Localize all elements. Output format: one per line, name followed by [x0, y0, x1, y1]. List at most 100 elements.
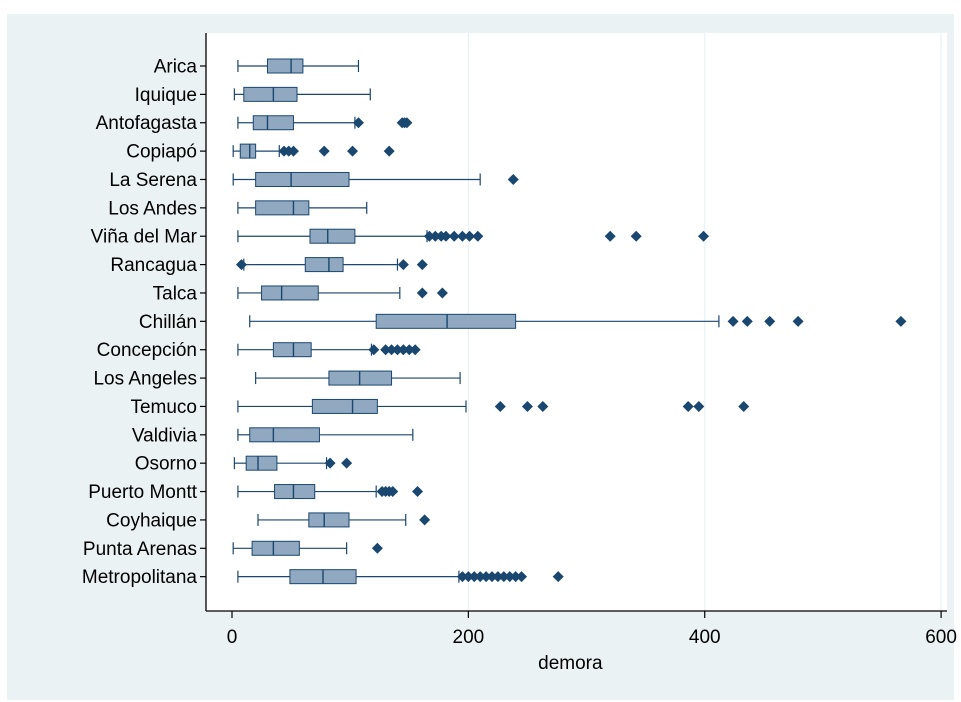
x-axis-title: demora [538, 653, 603, 674]
x-tick-labels: 0 200 400 600 [227, 627, 957, 648]
outlier-point [235, 259, 247, 271]
box-vi-a-del-mar [237, 228, 710, 244]
y-tick-label: Chillán [139, 312, 197, 333]
iqr-box [249, 427, 320, 443]
y-tick-label: Osorno [135, 454, 197, 475]
y-tick-label: Talca [153, 283, 198, 304]
outlier-point [682, 400, 694, 412]
outlier-point [371, 542, 383, 554]
y-tick-label: Arica [154, 57, 198, 78]
outlier-point [480, 571, 492, 583]
y-tick-label: Copiapó [126, 142, 197, 163]
iqr-box [311, 398, 378, 414]
iqr-box [266, 58, 304, 74]
x-tick-label: 400 [689, 627, 721, 648]
outlier-point [368, 344, 380, 356]
box-copiap- [232, 143, 395, 159]
iqr-box [309, 228, 356, 244]
outlier-point [287, 145, 299, 157]
outlier-point [401, 117, 413, 129]
iqr-box [255, 200, 310, 216]
box-temuco [237, 398, 750, 414]
iqr-box [308, 512, 350, 528]
outlier-point [498, 571, 510, 583]
x-tick-label: 600 [925, 627, 957, 648]
outlier-point [507, 173, 519, 185]
outlier-point [792, 315, 804, 327]
outlier-point [397, 344, 409, 356]
outlier-point [464, 230, 476, 242]
outlier-point [510, 571, 522, 583]
box-punta-arenas [232, 540, 383, 556]
outlier-point [468, 571, 480, 583]
iqr-box [272, 342, 312, 358]
outlier-point [698, 230, 710, 242]
outlier-point [456, 571, 468, 583]
outlier-point [403, 344, 415, 356]
y-tick-label: Concepción [97, 340, 197, 361]
outlier-point [318, 145, 330, 157]
outlier-point [436, 287, 448, 299]
outlier-point [386, 344, 398, 356]
y-tick-labels: Arica Iquique Antofagasta Copiapó La Serena L… [82, 57, 198, 589]
iqr-box [245, 455, 278, 471]
outlier-point [604, 230, 616, 242]
y-tick-label: Los Angeles [93, 369, 197, 390]
iqr-box [304, 257, 344, 273]
iqr-box [255, 171, 350, 187]
outlier-point [391, 344, 403, 356]
box-puerto-montt [237, 484, 424, 500]
x-tick-label: 0 [227, 627, 238, 648]
outlier-point [693, 400, 705, 412]
outlier-point [504, 571, 516, 583]
box-chill-n [249, 313, 907, 329]
outlier-point [397, 259, 409, 271]
outlier-point [727, 315, 739, 327]
outlier-point [352, 117, 364, 129]
outlier-point [764, 315, 776, 327]
x-tick-label: 200 [453, 627, 485, 648]
iqr-box [239, 143, 257, 159]
outlier-point [738, 400, 750, 412]
outlier-point [429, 230, 441, 242]
outlier-point [387, 486, 399, 498]
box-la-serena [232, 171, 519, 187]
outlier-point [474, 571, 486, 583]
box-arica [237, 58, 360, 74]
box-antofagasta [237, 115, 413, 131]
outlier-point [486, 571, 498, 583]
outlier-point [552, 571, 564, 583]
y-tick-label: Iquique [135, 85, 197, 106]
outlier-point [494, 400, 506, 412]
outlier-point [492, 571, 504, 583]
box-iquique [233, 86, 371, 102]
axes [200, 33, 947, 618]
box-metropolitana [237, 569, 564, 585]
y-tick-label: Coyhaique [106, 510, 197, 531]
outlier-point [537, 400, 549, 412]
box-rancagua [235, 257, 428, 273]
outlier-point [423, 230, 435, 242]
outlier-point [419, 514, 431, 526]
y-tick-label: Punta Arenas [83, 539, 197, 560]
outlier-point [347, 145, 359, 157]
y-tick-label: Los Andes [108, 198, 197, 219]
outlier-point [409, 344, 421, 356]
outlier-point [412, 486, 424, 498]
y-tick-label: La Serena [109, 170, 197, 191]
outlier-point [456, 230, 468, 242]
box-talca [237, 285, 448, 301]
outlier-point [895, 315, 907, 327]
iqr-box [243, 86, 298, 102]
outlier-point [630, 230, 642, 242]
outlier-point [462, 571, 474, 583]
y-tick-label: Puerto Montt [88, 482, 197, 503]
iqr-box [261, 285, 319, 301]
outlier-point [324, 457, 336, 469]
box-series [232, 58, 907, 585]
outlier-point [440, 230, 452, 242]
y-tick-label: Valdivia [132, 425, 198, 446]
box-concepci-n [237, 342, 421, 358]
outlier-point [383, 145, 395, 157]
iqr-box [274, 484, 316, 500]
